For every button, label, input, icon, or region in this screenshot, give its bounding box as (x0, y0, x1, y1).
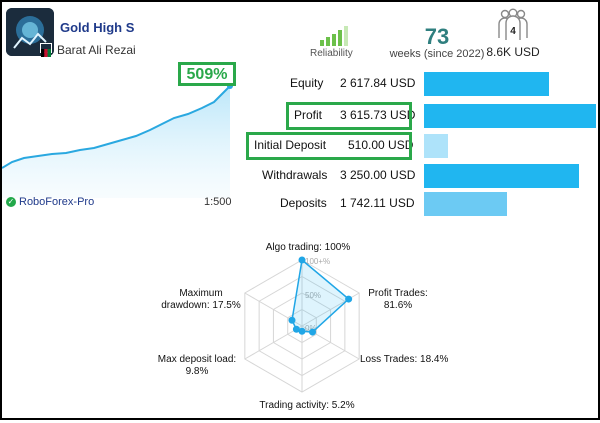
radar-point (298, 327, 306, 335)
growth-value: 509% (178, 62, 236, 86)
radar-label-profit-line2: 81.6% (383, 300, 413, 311)
country-flag-icon (40, 43, 52, 57)
radar-chart: 100+% 50% 0% Algo trading: 100% Profit T… (158, 234, 449, 418)
stat-value: 2 617.84 USD (340, 76, 416, 90)
stat-label: Equity (290, 76, 324, 90)
stat-row-equity: Equity 2 617.84 USD (2, 72, 598, 98)
radar-label-loss: Loss Trades: 18.4% (360, 354, 449, 365)
radar-tick-50: 50% (305, 291, 321, 300)
radar-label-drawdown: Maximum drawdown: 17.5% (158, 288, 244, 312)
stat-label: Withdrawals (262, 168, 328, 182)
broker-name: RoboForex-Pro (19, 196, 95, 208)
subscribers-funds: 8.6K USD (486, 45, 540, 59)
stat-label: Deposits (280, 196, 327, 210)
radar-label-profit-line1: Profit Trades: (368, 288, 428, 299)
subscribers-icon: 4 (498, 8, 528, 40)
radar-label-drawdown-line2: drawdown: 17.5% (161, 300, 241, 311)
stat-label: Profit (294, 108, 323, 122)
leverage-value: 1:500 (204, 196, 232, 208)
signal-header: Gold High S Barat Ali Rezai Reliability … (2, 2, 598, 62)
subscribers-count: 4 (510, 26, 516, 37)
stat-bar (424, 134, 448, 158)
radar-axis-line (244, 325, 303, 360)
stat-value: 3 250.00 USD (340, 168, 416, 182)
radar-label-load-line2: 9.8% (185, 366, 209, 377)
verified-check-icon: ✓ (6, 197, 16, 208)
stat-bar (424, 104, 596, 128)
radar-point (292, 325, 300, 333)
initial-deposit-highlight (246, 132, 412, 160)
radar-point (298, 256, 306, 264)
stat-value: 3 615.73 USD (340, 108, 416, 122)
growth-line (2, 85, 231, 169)
radar-label-profit: Profit Trades: 81.6% (358, 288, 438, 312)
stat-row-withdrawals: Withdrawals 3 250.00 USD (2, 164, 598, 190)
radar-label-drawdown-line1: Maximum (179, 288, 223, 299)
stat-row-deposits: Deposits 1 742.11 USD (2, 192, 598, 218)
stat-label: Initial Deposit (254, 138, 327, 152)
stat-row-profit: Profit 3 615.73 USD (2, 104, 598, 130)
reliability-label: Reliability (310, 48, 353, 59)
stat-row-initial-deposit: Initial Deposit 510.00 USD (2, 134, 598, 160)
weeks-value: 73 (424, 24, 450, 49)
radar-label-load: Max deposit load: 9.8% (152, 354, 242, 378)
radar-label-algo: Algo trading: 100% (265, 242, 351, 253)
reliability-bars-icon (320, 26, 348, 46)
stat-bar (424, 164, 579, 188)
signal-title[interactable]: Gold High S (60, 20, 135, 35)
author-name[interactable]: Barat Ali Rezai (57, 43, 136, 57)
radar-point (345, 295, 353, 303)
avatar[interactable] (6, 8, 54, 56)
radar-tick-100: 100+% (305, 257, 330, 266)
stat-value: 1 742.11 USD (340, 196, 415, 210)
radar-tick-0: 0% (305, 324, 317, 333)
stat-bar (424, 192, 507, 216)
stat-value: 510.00 USD (348, 138, 414, 152)
weeks-label: weeks (since 2022) (389, 48, 485, 60)
radar-label-load-line1: Max deposit load: (157, 354, 237, 365)
radar-label-activity: Trading activity: 5.2% (259, 400, 355, 411)
radar-point (288, 316, 296, 324)
radar-point (309, 328, 317, 336)
radar-data (288, 256, 353, 336)
radar-svg: 100+% 50% 0% (244, 256, 360, 393)
stat-bar (424, 72, 549, 96)
profit-highlight (286, 102, 412, 130)
broker-link[interactable]: ✓ RoboForex-Pro (6, 196, 94, 208)
